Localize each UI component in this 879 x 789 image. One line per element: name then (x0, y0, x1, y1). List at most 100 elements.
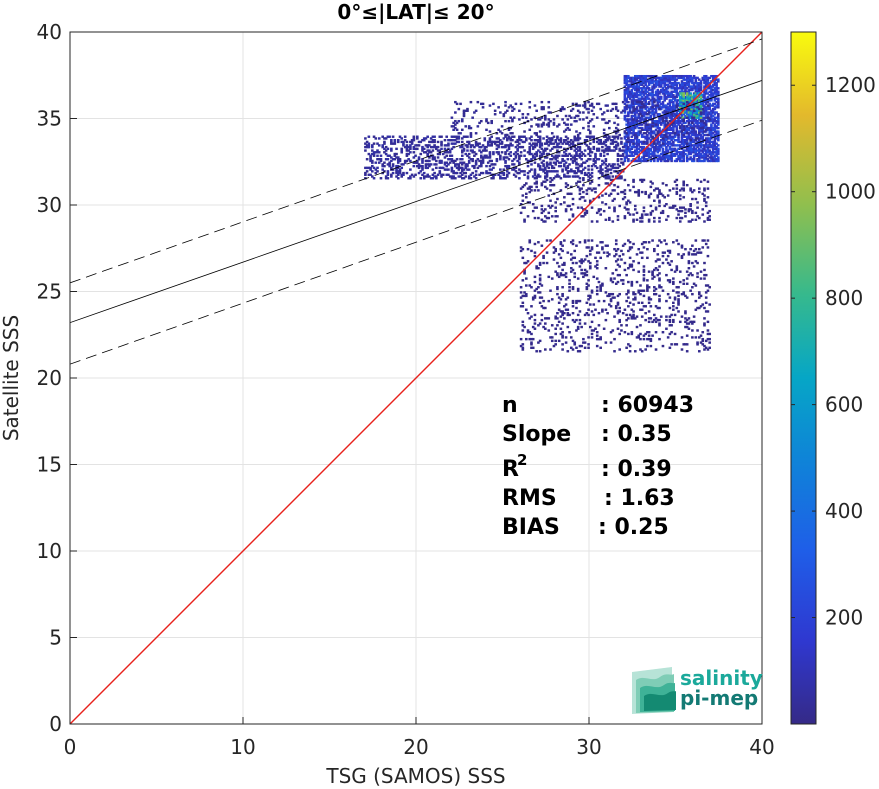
density-cell (614, 147, 618, 151)
density-cell (412, 175, 416, 178)
density-cell (672, 109, 675, 112)
density-cell (575, 175, 578, 178)
density-cell (590, 320, 594, 324)
density-cell (630, 280, 634, 284)
density-cell (628, 138, 632, 142)
density-cell (431, 168, 435, 171)
density-cell (405, 154, 409, 157)
density-cell (601, 173, 604, 176)
density-cell (697, 85, 701, 88)
density-cell (625, 99, 628, 102)
density-cell (421, 147, 424, 151)
density-cell (412, 161, 416, 164)
density-cell (592, 303, 596, 306)
density-cell (691, 209, 694, 213)
density-cell (576, 325, 580, 329)
density-cell (576, 206, 580, 209)
density-cell (521, 185, 525, 189)
density-cell (450, 125, 454, 128)
stat-rms-value: : 1.63 (604, 486, 675, 511)
density-cell (696, 121, 699, 125)
density-cell (618, 133, 622, 137)
density-cell (433, 156, 436, 159)
density-cell (462, 113, 466, 116)
density-cell (576, 145, 580, 149)
density-cell (647, 80, 651, 83)
density-cell (668, 320, 672, 324)
density-cell (552, 135, 556, 138)
density-cell (673, 74, 677, 78)
density-cell (422, 151, 426, 154)
density-cell (504, 119, 507, 123)
density-cell (384, 175, 388, 178)
density-cell (665, 109, 668, 112)
density-cell (644, 192, 647, 196)
density-cell (680, 206, 684, 209)
density-cell (476, 142, 480, 145)
density-cell (609, 341, 613, 344)
density-cell (377, 137, 381, 140)
density-cell (502, 114, 506, 118)
density-cell (696, 275, 699, 279)
density-cell (640, 78, 644, 81)
density-cell (583, 268, 587, 272)
density-cell (713, 130, 717, 133)
density-cell (647, 286, 651, 289)
density-cell (464, 125, 468, 128)
density-cell (717, 94, 720, 97)
density-cell (680, 159, 684, 163)
density-cell (547, 299, 551, 303)
density-cell (457, 168, 461, 171)
density-cell (578, 154, 582, 157)
density-cell (614, 175, 618, 178)
density-cell (452, 175, 455, 178)
density-cell (566, 296, 570, 299)
density-cell (692, 130, 696, 133)
density-cell (578, 299, 582, 303)
density-cell (627, 137, 630, 140)
density-cell (583, 322, 587, 325)
density-cell (554, 249, 557, 253)
density-cell (614, 166, 618, 170)
density-cell (653, 292, 656, 296)
density-cell (668, 306, 672, 310)
density-cell (481, 144, 485, 147)
density-cell (497, 152, 500, 156)
density-cell (578, 142, 582, 145)
density-cell (684, 111, 687, 114)
density-cell (549, 140, 552, 144)
density-cell (632, 144, 635, 147)
density-cell (658, 279, 661, 282)
density-cell (492, 177, 495, 180)
density-cell (672, 128, 675, 132)
density-cell (684, 211, 687, 215)
density-cell (715, 145, 718, 149)
density-cell (521, 256, 525, 260)
density-cell (573, 272, 577, 275)
density-cell (658, 192, 661, 196)
density-cell (684, 215, 687, 218)
density-cell (682, 133, 686, 137)
density-cell (533, 177, 537, 180)
density-cell (623, 95, 627, 99)
density-cell (696, 306, 699, 310)
density-cell (651, 270, 654, 273)
density-cell (466, 168, 469, 171)
density-cell (578, 187, 582, 190)
density-cell (422, 137, 426, 140)
density-cell (678, 158, 682, 161)
density-cell (646, 85, 649, 88)
density-cell (647, 196, 651, 199)
density-cell (649, 211, 653, 215)
density-cell (632, 95, 635, 99)
density-cell (556, 159, 559, 163)
density-cell (665, 92, 668, 95)
density-cell (658, 128, 661, 132)
density-cell (542, 123, 545, 126)
density-cell (640, 145, 644, 149)
density-cell (687, 132, 691, 135)
density-cell (642, 334, 646, 337)
density-cell (685, 128, 689, 132)
density-cell (649, 116, 653, 119)
density-cell (550, 183, 554, 187)
